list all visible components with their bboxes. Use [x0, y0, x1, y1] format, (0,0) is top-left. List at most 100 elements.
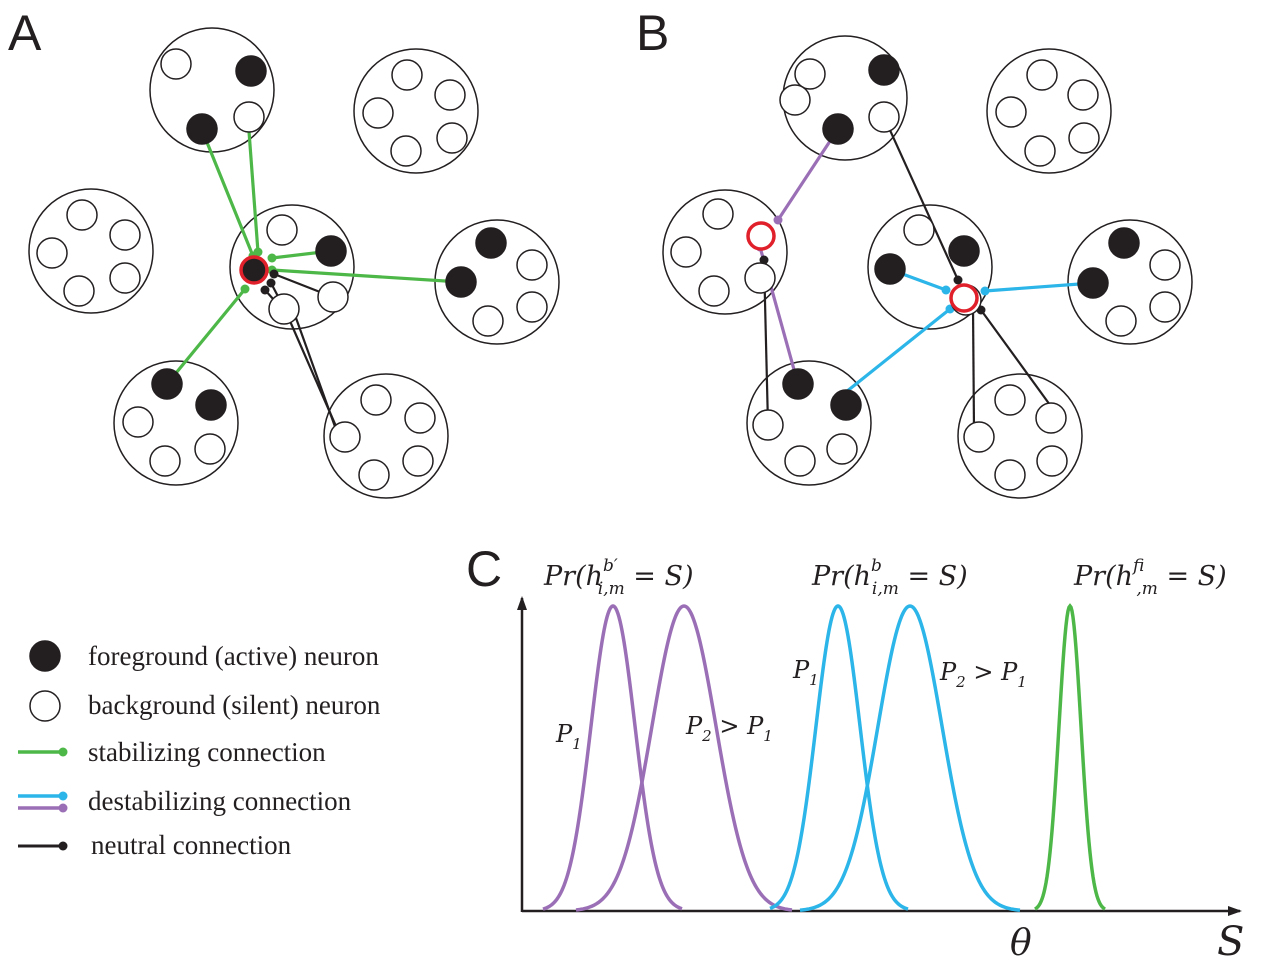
legend: foreground (active) neuron background (s… — [18, 640, 381, 860]
active-neuron — [235, 55, 267, 87]
x-axis-label: S — [1217, 919, 1244, 962]
legend-label-silent: background (silent) neuron — [88, 690, 381, 720]
silent-neuron — [963, 421, 995, 453]
pr-prefix: Pr(h — [1073, 561, 1133, 592]
silent-neuron — [436, 122, 468, 154]
silent-neuron — [362, 97, 394, 129]
panel-b-label: B — [636, 5, 669, 61]
silent-neuron — [63, 275, 95, 307]
connection-endpoint — [269, 269, 279, 279]
connection-endpoint — [980, 286, 990, 296]
silent-neuron — [698, 275, 730, 307]
theta-label: θ — [1010, 923, 1032, 962]
panel-b-network — [662, 35, 1193, 499]
label-pr-bprime: Pr(hb′ i,m = S) — [543, 556, 694, 599]
active-neuron — [830, 389, 862, 421]
active-neuron — [874, 253, 906, 285]
silent-neuron — [994, 459, 1026, 491]
destabilizing-connection — [984, 281, 1094, 293]
silent-neuron — [268, 293, 300, 325]
legend-label-destabilizing: destabilizing connection — [88, 786, 352, 816]
p-sub: 1 — [809, 671, 819, 689]
active-neuron — [445, 266, 477, 298]
silent-neuron — [702, 198, 734, 230]
legend-silent-neuron-marker — [29, 690, 61, 722]
panel-c-label: C — [466, 541, 502, 597]
active-neuron — [195, 389, 227, 421]
legend-destabilizing-purple-dot — [58, 803, 68, 813]
panel-c-distributions: Pr(hb′ i,m = S) Pr(h b i,m = S) Pr(hf i,m = … — [517, 556, 1244, 962]
silent-neuron — [390, 135, 422, 167]
silent-neuron — [516, 249, 548, 281]
p-letter: P — [792, 656, 810, 684]
curve-purple-p1 — [542, 604, 683, 911]
silent-neuron — [109, 219, 141, 251]
silent-neuron — [472, 305, 504, 337]
silent-neuron — [784, 445, 816, 477]
active-neuron — [475, 227, 507, 259]
silent-neuron — [360, 384, 392, 416]
subscript: i,m — [598, 579, 625, 599]
neutral-connection — [273, 272, 321, 294]
silent-neuron — [266, 214, 298, 246]
destabilizing-connection — [845, 307, 951, 394]
p-sub: 1 — [763, 727, 773, 745]
silent-neuron — [402, 445, 434, 477]
active-neuron — [1108, 227, 1140, 259]
p-sub: 1 — [1017, 673, 1027, 691]
label-p1-blue: P1 — [792, 656, 819, 689]
silent-neuron — [358, 459, 390, 491]
active-neuron — [822, 113, 854, 145]
label-p2-gt-p1-blue: P2 > P1 — [939, 658, 1027, 691]
p-letter: P — [939, 658, 957, 686]
neutral-connection — [882, 116, 960, 281]
p-sub: 2 — [955, 673, 966, 691]
neutral-connection — [980, 309, 1059, 417]
silent-neuron — [317, 281, 349, 313]
target-neuron — [239, 255, 269, 285]
silent-neuron — [995, 96, 1027, 128]
curve-blue-p1 — [769, 604, 909, 911]
silent-neuron — [903, 214, 935, 246]
silent-neuron — [149, 445, 181, 477]
p-sub: 2 — [701, 727, 712, 745]
curve-blue-p2 — [799, 604, 1021, 912]
silent-neuron — [404, 402, 436, 434]
legend-label-stabilizing: stabilizing connection — [88, 737, 326, 767]
silent-neuron — [744, 262, 776, 294]
silent-neuron — [391, 59, 423, 91]
legend-label-active: foreground (active) neuron — [88, 641, 379, 671]
silent-neuron — [1149, 249, 1181, 281]
silent-neuron — [434, 79, 466, 111]
silent-neuron — [109, 262, 141, 294]
legend-destabilizing-blue-dot — [58, 791, 68, 801]
silent-neuron — [194, 433, 226, 465]
label-pr-f: Pr(hf i,m = S) — [1073, 556, 1227, 599]
label-p2-gt-p1-purple: P2 > P1 — [685, 712, 773, 745]
silent-neuron — [36, 237, 68, 269]
panel-a-network — [28, 27, 560, 499]
silent-neuron — [826, 433, 858, 465]
silent-neuron — [329, 421, 361, 453]
gt-p: > P — [712, 712, 764, 740]
active-neuron — [948, 235, 980, 267]
silent-neuron — [1035, 402, 1067, 434]
stabilizing-connection — [200, 129, 255, 257]
silent-neuron — [160, 48, 192, 80]
sup-b: b — [871, 556, 882, 576]
gt-p: > P — [966, 658, 1018, 686]
pr-prefix: Pr(h — [543, 561, 603, 592]
silent-neuron — [122, 406, 154, 438]
silent-neuron — [868, 101, 900, 133]
target-neuron — [746, 221, 776, 251]
distribution-curves — [542, 603, 1106, 912]
active-neuron — [315, 235, 347, 267]
active-neuron — [151, 368, 183, 400]
silent-neuron — [1067, 79, 1099, 111]
connection-endpoint — [266, 278, 276, 288]
panel-a-label: A — [8, 5, 42, 61]
sup-f: f — [1131, 556, 1144, 576]
pr-suffix: = S) — [625, 561, 694, 592]
silent-neuron — [994, 384, 1026, 416]
